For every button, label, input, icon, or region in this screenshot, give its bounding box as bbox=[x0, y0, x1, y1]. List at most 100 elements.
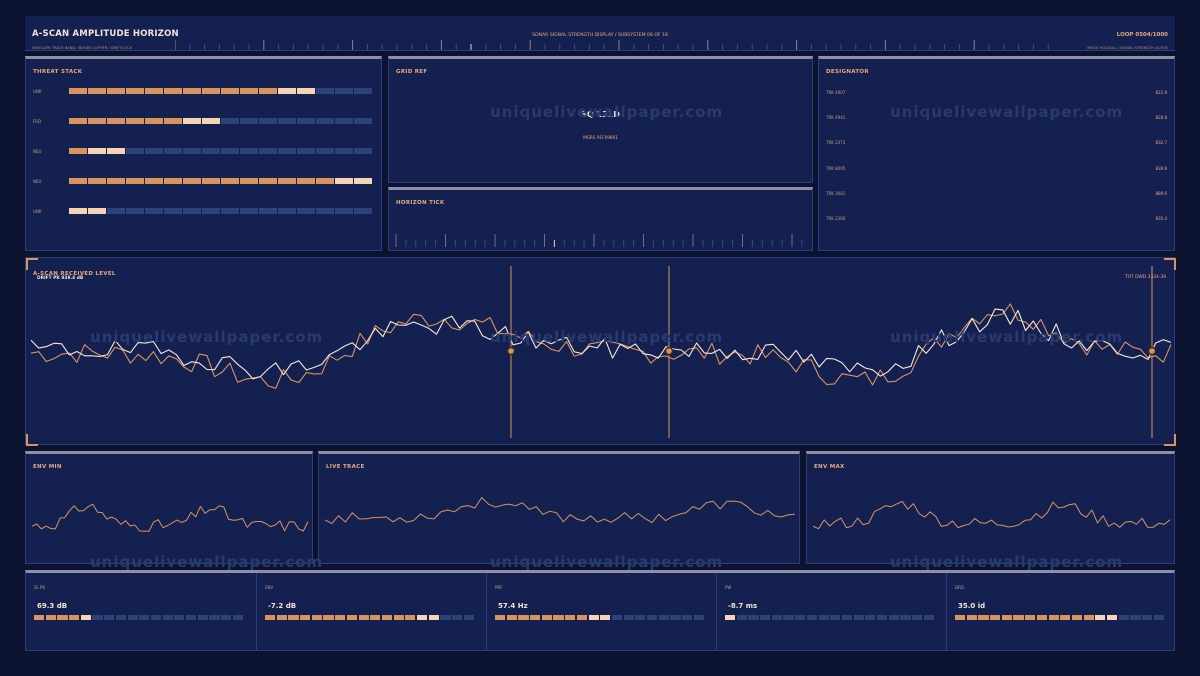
designator-row: TRK 4941 828.8 bbox=[826, 115, 1167, 120]
threat-segment bbox=[354, 88, 372, 94]
threat-segment bbox=[335, 148, 353, 154]
kpi-cell: DRD 35.0 id bbox=[946, 573, 1177, 651]
kpi-segment bbox=[405, 615, 416, 620]
corner-bracket bbox=[26, 434, 38, 446]
kpi-value: 57.4 Hz bbox=[498, 602, 528, 610]
designator-row: TRK 3081 889.6 bbox=[826, 191, 1167, 196]
kpi-segment bbox=[221, 615, 232, 620]
threat-row-label: NEU bbox=[33, 178, 42, 184]
designator-title: DESIGNATOR bbox=[826, 69, 869, 75]
threat-segment bbox=[126, 178, 144, 184]
ascan-right-label: TOT DWD 3334-39 bbox=[1124, 275, 1166, 280]
header-right-sublabel: MODE HOLDOLL / SIGNAL STRENGTH ACTIVE bbox=[1087, 46, 1168, 50]
kpi-segment bbox=[530, 615, 541, 620]
threat-segment bbox=[297, 88, 315, 94]
kpi-segment bbox=[185, 615, 197, 620]
envelope-trace bbox=[30, 308, 1172, 380]
kpi-segment bbox=[440, 615, 451, 620]
kpi-segment bbox=[841, 615, 853, 620]
threat-segment bbox=[88, 178, 106, 184]
kpi-bar bbox=[265, 615, 474, 620]
kpi-segment bbox=[588, 615, 599, 620]
kpi-segment bbox=[506, 615, 517, 620]
threat-segment bbox=[297, 148, 315, 154]
threat-segment bbox=[221, 88, 239, 94]
live-trace-chart bbox=[324, 497, 796, 524]
threat-segment bbox=[316, 148, 334, 154]
kpi-bar bbox=[495, 615, 704, 620]
threat-segment bbox=[354, 118, 372, 124]
designator-label: TRK 4907 bbox=[826, 90, 846, 95]
corner-bracket bbox=[1164, 434, 1176, 446]
kpi-segment bbox=[323, 615, 334, 620]
threat-segment bbox=[69, 178, 87, 184]
threat-bar bbox=[69, 208, 372, 214]
threat-segment bbox=[316, 178, 334, 184]
kpi-label: DRD bbox=[955, 585, 964, 590]
threat-segment bbox=[202, 118, 220, 124]
threat-row-label: UNK bbox=[33, 88, 42, 94]
kpi-segment bbox=[393, 615, 404, 620]
kpi-segment bbox=[600, 615, 611, 620]
threat-segment bbox=[107, 208, 125, 214]
kpi-segment bbox=[150, 615, 162, 620]
threat-segment bbox=[107, 88, 125, 94]
kpi-segment bbox=[818, 615, 829, 620]
kpi-segment bbox=[428, 615, 439, 620]
kpi-segment bbox=[1106, 615, 1118, 620]
kpi-segment bbox=[300, 615, 311, 620]
designator-value: 832.7 bbox=[1155, 140, 1167, 146]
threat-segment bbox=[69, 88, 87, 94]
horizon-tick-title: HORIZON TICK bbox=[396, 200, 445, 206]
designator-label: TRK 2360 bbox=[826, 216, 846, 221]
loop-counter: LOOP 0504/1000 bbox=[1116, 32, 1168, 38]
threat-segment bbox=[164, 118, 182, 124]
corner-bracket bbox=[1164, 258, 1176, 270]
threat-segment bbox=[316, 88, 334, 94]
kpi-segment bbox=[370, 615, 381, 620]
kpi-value: -7.2 dB bbox=[268, 602, 297, 610]
threat-segment bbox=[297, 208, 315, 214]
kpi-segment bbox=[34, 615, 45, 620]
kpi-segment bbox=[1153, 615, 1164, 620]
threat-stack-panel: THREAT STACK UNK FRD NEU NEU UNK bbox=[25, 56, 382, 251]
threat-segment bbox=[126, 118, 144, 124]
kpi-segment bbox=[725, 615, 736, 620]
kpi-segment bbox=[1130, 615, 1141, 620]
kpi-segment bbox=[1083, 615, 1094, 620]
threat-bar bbox=[69, 118, 372, 124]
kpi-segment bbox=[311, 615, 322, 620]
designator-row: TRK 2360 835.4 bbox=[826, 216, 1167, 221]
kpi-segment bbox=[966, 615, 977, 620]
kpi-label: SL PK bbox=[34, 585, 46, 590]
cursor-marker bbox=[664, 346, 674, 356]
kpi-segment bbox=[553, 615, 564, 620]
threat-segment bbox=[297, 178, 315, 184]
live-trace-line bbox=[324, 497, 796, 524]
designator-label: TRK 4941 bbox=[826, 115, 846, 121]
threat-segment bbox=[316, 208, 334, 214]
header-tick-ruler bbox=[175, 40, 1049, 50]
threat-segment bbox=[278, 208, 296, 214]
live-trace-panel: LIVE TRACE bbox=[318, 451, 800, 564]
kpi-segment bbox=[670, 615, 681, 620]
kpi-segment bbox=[276, 615, 287, 620]
env-max-panel: ENV MAX bbox=[806, 451, 1175, 564]
kpi-segment bbox=[806, 615, 817, 620]
threat-segment bbox=[259, 118, 277, 124]
designator-row: TRK 4907 822.8 bbox=[826, 90, 1167, 95]
threat-bar bbox=[69, 88, 372, 94]
threat-segment bbox=[335, 88, 353, 94]
kpi-segment bbox=[900, 615, 911, 620]
threat-segment bbox=[107, 148, 125, 154]
threat-segment bbox=[240, 118, 258, 124]
kpi-segment bbox=[1025, 615, 1036, 620]
grid-ref-value: SQ 131D bbox=[581, 110, 620, 119]
header-center-label: SONAR SIGNAL STRENGTH DISPLAY / SUBSYSTE… bbox=[532, 33, 668, 38]
kpi-segment bbox=[80, 615, 91, 620]
threat-segment bbox=[107, 178, 125, 184]
kpi-segment bbox=[288, 615, 299, 620]
kpi-segment bbox=[748, 615, 759, 620]
threat-segment bbox=[316, 118, 334, 124]
kpi-segment bbox=[576, 615, 587, 620]
